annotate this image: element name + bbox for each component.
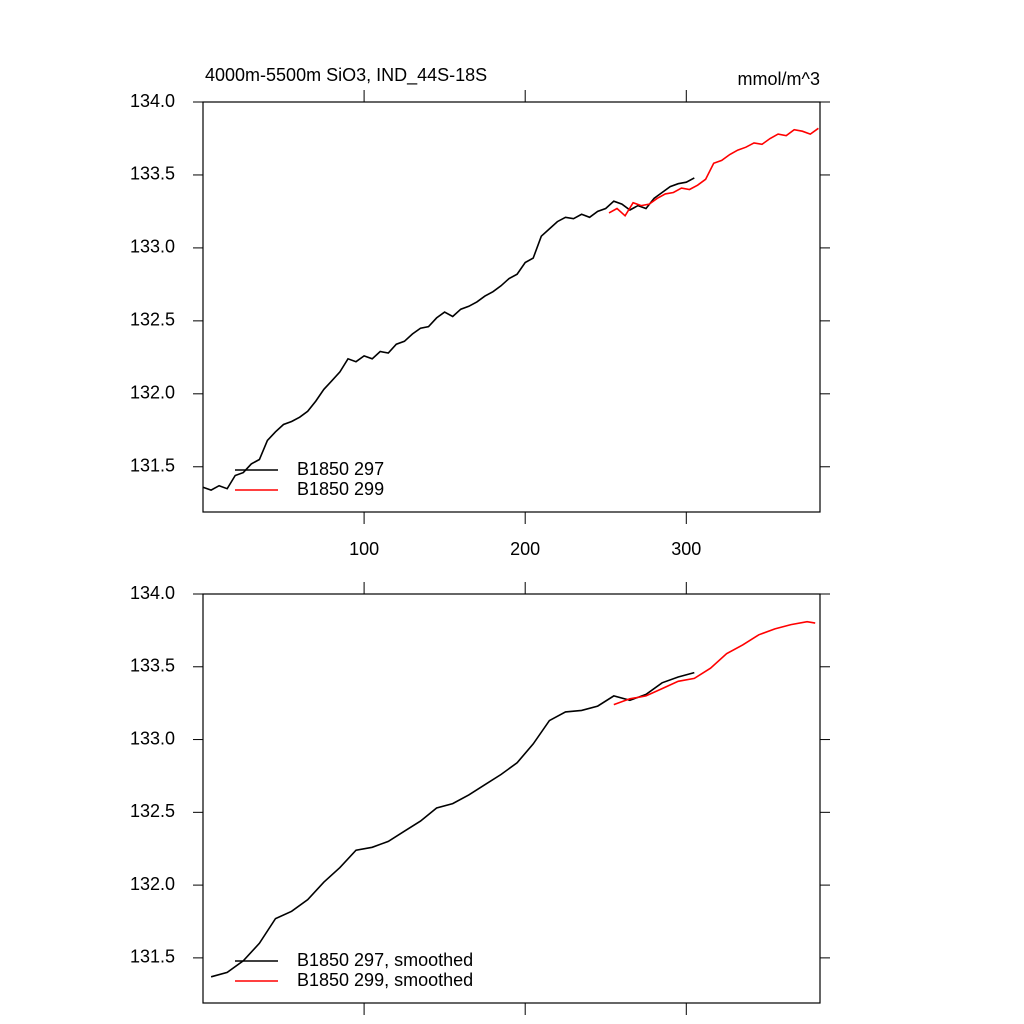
y-tick-label: 132.5 — [130, 310, 175, 330]
y-tick-label: 133.0 — [130, 237, 175, 257]
series-line — [210, 671, 695, 978]
legend-label: B1850 297 — [297, 459, 384, 479]
y-tick-label: 131.5 — [130, 947, 175, 967]
y-tick-label: 133.5 — [130, 164, 175, 184]
legend-label: B1850 299, smoothed — [297, 970, 473, 990]
plot-frame — [202, 101, 821, 513]
y-tick-label: 132.0 — [130, 383, 175, 403]
y-tick-label: 133.0 — [130, 728, 175, 748]
units-label: mmol/m^3 — [738, 69, 820, 89]
series-line — [613, 620, 816, 706]
y-tick-label: 134.0 — [130, 583, 175, 603]
legend-label: B1850 297, smoothed — [297, 950, 473, 970]
plot-frame — [202, 593, 821, 1004]
x-tick-label: 300 — [671, 539, 701, 559]
x-tick-label: 200 — [510, 539, 540, 559]
y-tick-label: 133.5 — [130, 656, 175, 676]
chart-title: 4000m-5500m SiO3, IND_44S-18S — [205, 65, 487, 86]
series-line — [608, 127, 819, 218]
x-tick-label: 100 — [349, 539, 379, 559]
y-tick-label: 131.5 — [130, 456, 175, 476]
y-tick-label: 134.0 — [130, 91, 175, 111]
legend-label: B1850 299 — [297, 479, 384, 499]
y-tick-label: 132.0 — [130, 874, 175, 894]
series-line — [202, 177, 695, 491]
y-tick-label: 132.5 — [130, 801, 175, 821]
